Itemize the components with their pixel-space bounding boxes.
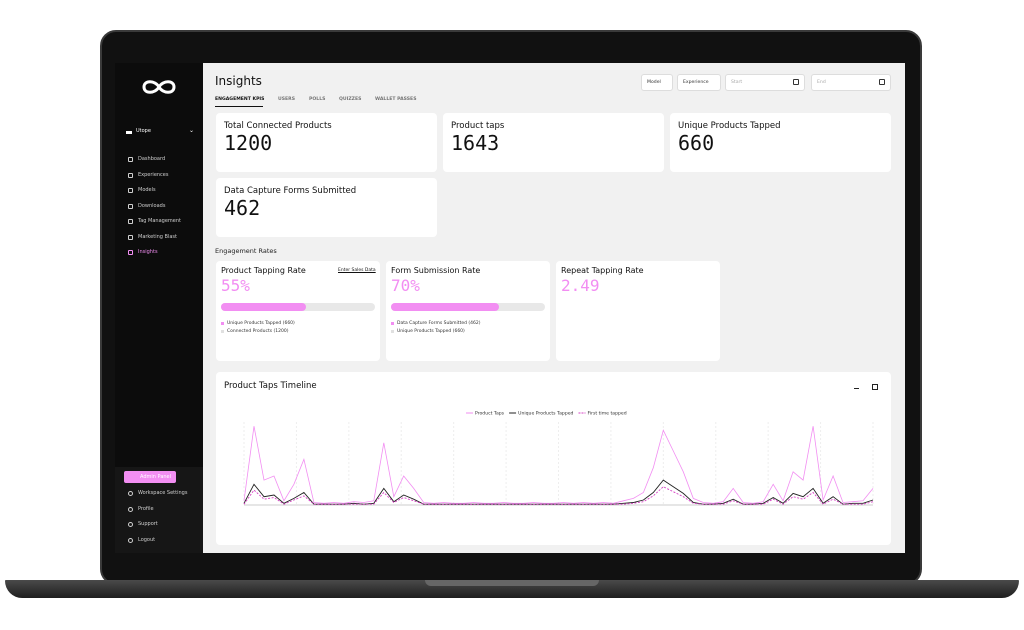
series-line: [243, 486, 874, 505]
rate-label: Product Tapping Rate: [221, 266, 306, 275]
rate-label: Repeat Tapping Rate: [561, 266, 644, 275]
calendar-icon: [879, 79, 885, 85]
kpi-card: Unique Products Tapped 660: [670, 113, 891, 172]
tab[interactable]: ENGAGEMENT KPIS: [215, 97, 265, 102]
date-input[interactable]: Start: [725, 74, 805, 91]
rate-value: 55%: [221, 276, 250, 295]
screen: Utope ⌄ Dashboard Experiences Models Download…: [115, 63, 905, 553]
laptop-notch: [425, 580, 599, 586]
rate-card: Repeat Tapping Rate 2.49: [556, 261, 720, 361]
legend-text: Data Capture Forms Submitted (462): [397, 320, 481, 326]
laptop-base: [5, 580, 1019, 598]
calendar-icon: [793, 79, 799, 85]
kpi-card: Product taps 1643: [443, 113, 664, 172]
nav-item[interactable]: Downloads: [138, 202, 166, 209]
nav-icon: [128, 234, 133, 240]
nav-icon: [128, 537, 133, 543]
admin-button[interactable]: Admin Panel: [124, 471, 176, 483]
nav-icon: [128, 203, 133, 209]
fullscreen-icon: [872, 384, 878, 390]
nav-item[interactable]: Experiences: [138, 171, 169, 178]
dropdown-caret: ⌄: [189, 127, 195, 134]
progress-fill: [221, 303, 306, 311]
legend-text: Unique Products Tapped (660): [227, 320, 295, 326]
rate-card: Form Submission Rate 70% Data Capture Form…: [386, 261, 550, 361]
rate-value: 2.49: [561, 276, 600, 295]
nav-icon: [128, 219, 133, 224]
main-content: Insights ENGAGEMENT KPIS USERS POLLS QUIZZES…: [203, 63, 905, 553]
rate-label: Form Submission Rate: [391, 266, 481, 275]
progress-fill: [391, 303, 499, 311]
nav-item[interactable]: Tag Management: [138, 218, 181, 224]
kpi-label: Product taps: [451, 121, 505, 131]
nav-icon: [128, 522, 133, 527]
nav-item[interactable]: Dashboard: [138, 156, 166, 162]
nav-item[interactable]: Models: [138, 187, 156, 193]
workspace-name[interactable]: Utope: [136, 128, 151, 134]
nav-icon: [128, 157, 133, 162]
date-input[interactable]: End: [811, 74, 891, 91]
nav-item[interactable]: Marketing Blast: [138, 233, 177, 240]
timeline-card: Product Taps Timeline Product Taps Unique …: [216, 372, 891, 545]
legend-dot: [221, 330, 224, 333]
sidebar: Utope ⌄ Dashboard Experiences Models Download…: [115, 63, 203, 553]
workspace-icon: [126, 131, 132, 134]
tab[interactable]: WALLET PASSES: [375, 97, 417, 102]
logo: [142, 80, 176, 94]
legend-text: Connected Products (1200): [227, 328, 289, 334]
filter-dropdown[interactable]: Experience: [677, 74, 721, 91]
nav-icon: [128, 250, 133, 255]
kpi-value: 660: [678, 131, 715, 155]
kpi-label: Data Capture Forms Submitted: [224, 186, 357, 196]
kpi-label: Total Connected Products: [224, 121, 332, 131]
filter-dropdown[interactable]: Model: [641, 74, 673, 91]
nav-icon: [128, 491, 133, 496]
nav-item[interactable]: Profile: [138, 505, 154, 512]
kpi-card: Total Connected Products 1200: [216, 113, 437, 172]
nav-item[interactable]: Insights: [138, 249, 158, 255]
chart-title: Product Taps Timeline: [224, 381, 317, 391]
kpi-value: 462: [224, 196, 261, 220]
legend-dot: [391, 330, 394, 333]
legend-text: Unique Products Tapped (660): [397, 328, 465, 334]
nav-item[interactable]: Logout: [138, 536, 156, 543]
legend-dot: [221, 322, 224, 325]
legend-label: Product Taps: [475, 411, 505, 417]
nav-icon: [128, 188, 133, 193]
kpi-value: 1200: [224, 131, 273, 155]
section-title: Engagement Rates: [215, 247, 277, 255]
tab[interactable]: USERS: [278, 97, 296, 102]
page-title: Insights: [215, 74, 262, 88]
rate-card: Product Tapping Rate Enter Sales Data 55% U…: [216, 261, 380, 361]
kpi-label: Unique Products Tapped: [678, 121, 781, 131]
tab[interactable]: QUIZZES: [339, 97, 362, 102]
nav-icon: [128, 506, 133, 512]
kpi-value: 1643: [451, 131, 500, 155]
rate-value: 70%: [391, 276, 420, 295]
link[interactable]: Enter Sales Data: [338, 268, 376, 273]
legend-dot: [391, 322, 394, 325]
tab[interactable]: POLLS: [309, 97, 326, 102]
nav-item[interactable]: Support: [138, 521, 158, 527]
nav-item[interactable]: Workspace Settings: [138, 490, 188, 496]
legend-label: First time tapped: [587, 411, 626, 417]
download-icon: [854, 384, 859, 389]
timeline-chart: Product Taps Unique Products Tapped First …: [243, 411, 874, 506]
legend-label: Unique Products Tapped: [518, 411, 573, 417]
kpi-card: Data Capture Forms Submitted 462: [216, 178, 437, 237]
series-line: [243, 426, 874, 504]
nav-icon: [128, 172, 133, 178]
tab-underline: [215, 106, 263, 107]
